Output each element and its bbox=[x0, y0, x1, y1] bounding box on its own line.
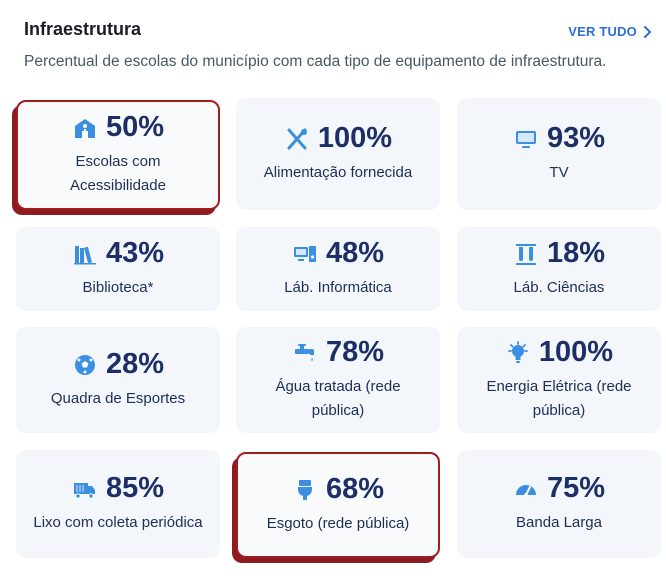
card-sewage[interactable]: 68% Esgoto (rede pública) bbox=[236, 452, 440, 558]
card-label: Energia Elétrica (rede pública) bbox=[486, 377, 632, 419]
card-value: 78% bbox=[325, 336, 385, 369]
soccer-ball-icon bbox=[72, 352, 98, 378]
card-label: Lixo com coleta periódica bbox=[33, 513, 203, 531]
card-value: 85% bbox=[105, 472, 165, 505]
books-icon bbox=[72, 241, 98, 267]
card-value: 93% bbox=[546, 122, 606, 155]
card-label: Alimentação fornecida bbox=[263, 163, 413, 181]
speedometer-icon bbox=[513, 476, 539, 502]
card-food[interactable]: 100% Alimentação fornecida bbox=[236, 98, 440, 210]
computer-icon bbox=[292, 241, 318, 267]
chevron-right-icon bbox=[644, 25, 651, 38]
see-all-label: VER TUDO bbox=[568, 24, 637, 39]
card-computer-lab[interactable]: 48% Láb. Informática bbox=[236, 227, 440, 311]
card-value-row: 28% bbox=[72, 348, 165, 381]
card-value-row: 18% bbox=[513, 237, 606, 270]
card-garbage-collection[interactable]: 85% Lixo com coleta periódica bbox=[16, 450, 220, 558]
card-label: Banda Larga bbox=[516, 513, 602, 531]
card-accessibility[interactable]: 50% Escolas com Acessibilidade bbox=[16, 100, 220, 210]
card-value-row: 100% bbox=[284, 122, 393, 155]
card-value: 28% bbox=[105, 348, 165, 381]
card-treated-water[interactable]: 78% Água tratada (rede pública) bbox=[236, 327, 440, 433]
card-label: Quadra de Esportes bbox=[50, 389, 186, 407]
section-title: Infraestrutura bbox=[24, 19, 142, 39]
card-value: 100% bbox=[317, 122, 393, 155]
card-label: Láb. Informática bbox=[284, 278, 392, 296]
card-value-row: 93% bbox=[513, 122, 606, 155]
card-value: 48% bbox=[325, 237, 385, 270]
card-label: Biblioteca* bbox=[82, 278, 154, 296]
test-tubes-icon bbox=[513, 241, 539, 267]
card-value-row: 100% bbox=[505, 336, 614, 369]
card-value: 100% bbox=[538, 336, 614, 369]
card-label: Escolas com Acessibilidade bbox=[70, 152, 166, 194]
accessibility-icon bbox=[72, 115, 98, 141]
card-tv[interactable]: 93% TV bbox=[457, 98, 661, 210]
card-science-lab[interactable]: 18% Láb. Ciências bbox=[457, 227, 661, 311]
card-library[interactable]: 43% Biblioteca* bbox=[16, 227, 220, 311]
card-value: 75% bbox=[546, 472, 606, 505]
card-value-row: 78% bbox=[292, 336, 385, 369]
card-value: 43% bbox=[105, 237, 165, 270]
card-value-row: 68% bbox=[292, 473, 385, 506]
card-value: 50% bbox=[105, 111, 165, 144]
card-label: Esgoto (rede pública) bbox=[266, 514, 410, 532]
card-value-row: 43% bbox=[72, 237, 165, 270]
section-subtitle: Percentual de escolas do município com c… bbox=[24, 53, 607, 70]
utensils-icon bbox=[284, 126, 310, 152]
card-value-row: 75% bbox=[513, 472, 606, 505]
card-sports-court[interactable]: 28% Quadra de Esportes bbox=[16, 327, 220, 433]
card-label: TV bbox=[549, 163, 569, 181]
card-label: Láb. Ciências bbox=[513, 278, 605, 296]
card-value: 68% bbox=[325, 473, 385, 506]
tv-icon bbox=[513, 126, 539, 152]
see-all-link[interactable]: VER TUDO bbox=[568, 24, 652, 39]
card-value-row: 48% bbox=[292, 237, 385, 270]
card-value-row: 50% bbox=[72, 111, 165, 144]
card-label: Água tratada (rede pública) bbox=[275, 377, 401, 419]
truck-icon bbox=[72, 476, 98, 502]
card-electricity[interactable]: 100% Energia Elétrica (rede pública) bbox=[457, 327, 661, 433]
faucet-icon bbox=[292, 340, 318, 366]
card-value: 18% bbox=[546, 237, 606, 270]
toilet-icon bbox=[292, 477, 318, 503]
lightbulb-icon bbox=[505, 340, 531, 366]
card-broadband[interactable]: 75% Banda Larga bbox=[457, 450, 661, 558]
card-value-row: 85% bbox=[72, 472, 165, 505]
